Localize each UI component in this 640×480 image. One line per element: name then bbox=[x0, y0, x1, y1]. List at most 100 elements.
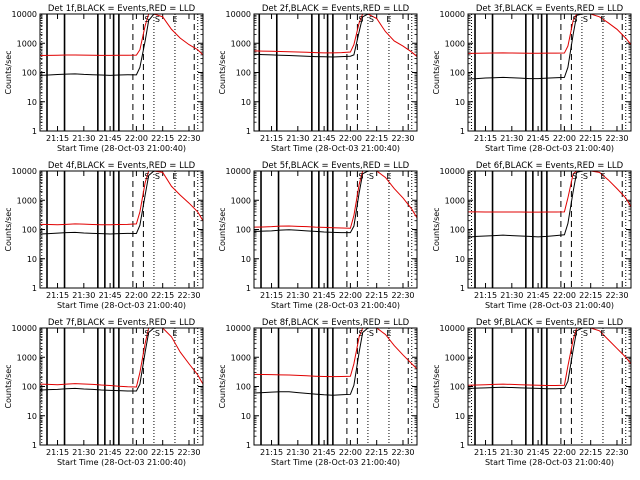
x-tick-label: 22:00 bbox=[339, 134, 362, 143]
y-tick-label: 1000 bbox=[445, 39, 465, 48]
panel-7: Det 7f,BLACK = Events,RED = LLD Start Tim… bbox=[4, 318, 204, 467]
x-tick-label: 22:15 bbox=[365, 448, 388, 457]
marker-annotation: E bbox=[386, 329, 391, 338]
y-tick-label: 100 bbox=[22, 226, 37, 235]
x-axis-label: Start Time (28-Oct-03 21:00:40) bbox=[485, 458, 614, 467]
x-tick-label: 21:15 bbox=[46, 448, 69, 457]
x-tick-label: 21:30 bbox=[500, 448, 523, 457]
x-tick-label: 22:00 bbox=[125, 134, 148, 143]
events-series-line bbox=[468, 14, 631, 80]
panel-1: Det 1f,BLACK = Events,RED = LLD Start Tim… bbox=[4, 4, 204, 153]
y-tick-label: 1000 bbox=[445, 196, 465, 205]
marker-annotation: S bbox=[572, 172, 577, 181]
panel-title: Det 5f,BLACK = Events,RED = LLD bbox=[262, 161, 410, 171]
x-tick-label: 22:15 bbox=[365, 134, 388, 143]
lld-series-line bbox=[40, 14, 203, 57]
y-tick-label: 10 bbox=[27, 255, 37, 264]
x-tick-label: 21:15 bbox=[474, 448, 497, 457]
x-tick-label: 22:15 bbox=[151, 134, 174, 143]
y-tick-label: 100 bbox=[450, 69, 465, 78]
x-axis-label: Start Time (28-Oct-03 21:00:40) bbox=[57, 301, 186, 310]
marker-annotation: S bbox=[144, 172, 149, 181]
x-tick-label: 21:45 bbox=[99, 134, 122, 143]
plot-frame bbox=[467, 170, 632, 289]
plot-frame bbox=[39, 327, 204, 446]
x-tick-label: 21:45 bbox=[527, 291, 550, 300]
marker-annotation: E bbox=[600, 329, 605, 338]
marker-annotation: S bbox=[583, 15, 588, 24]
marker-annotation: S bbox=[369, 329, 374, 338]
panel-4: Det 4f,BLACK = Events,RED = LLD Start Tim… bbox=[4, 161, 204, 310]
y-tick-label: 1000 bbox=[17, 196, 37, 205]
x-tick-label: 21:30 bbox=[500, 134, 523, 143]
plot-area bbox=[40, 328, 203, 445]
marker-annotation: E bbox=[172, 15, 177, 24]
x-tick-label: 21:30 bbox=[500, 291, 523, 300]
y-tick-label: 1 bbox=[32, 284, 37, 293]
plot-area bbox=[40, 14, 203, 131]
marker-annotation: S bbox=[572, 15, 577, 24]
lld-series-line bbox=[468, 14, 631, 54]
x-tick-label: 22:30 bbox=[605, 134, 628, 143]
y-tick-label: 10 bbox=[241, 412, 251, 421]
marker-annotation: S bbox=[572, 329, 577, 338]
x-axis-label: Start Time (28-Oct-03 21:00:40) bbox=[485, 301, 614, 310]
x-tick-label: 22:15 bbox=[151, 291, 174, 300]
marker-annotation: S bbox=[155, 15, 160, 24]
y-axis-label: Counts/sec bbox=[218, 50, 227, 94]
y-axis-label: Counts/sec bbox=[218, 364, 227, 408]
x-tick-label: 21:45 bbox=[313, 448, 336, 457]
x-tick-label: 21:30 bbox=[286, 134, 309, 143]
y-tick-label: 1000 bbox=[231, 196, 251, 205]
y-axis-label: Counts/sec bbox=[4, 207, 13, 251]
x-tick-label: 22:30 bbox=[391, 134, 414, 143]
y-tick-label: 1 bbox=[460, 441, 465, 450]
x-tick-label: 21:45 bbox=[313, 134, 336, 143]
plot-frame bbox=[253, 13, 418, 132]
marker-annotation: S bbox=[358, 329, 363, 338]
x-axis-label: Start Time (28-Oct-03 21:00:40) bbox=[57, 458, 186, 467]
x-axis-label: Start Time (28-Oct-03 21:00:40) bbox=[485, 144, 614, 153]
x-tick-label: 22:30 bbox=[391, 291, 414, 300]
y-tick-label: 1 bbox=[246, 441, 251, 450]
x-tick-label: 22:15 bbox=[579, 291, 602, 300]
y-tick-label: 100 bbox=[236, 69, 251, 78]
marker-annotation: E bbox=[172, 329, 177, 338]
panel-title: Det 8f,BLACK = Events,RED = LLD bbox=[262, 318, 410, 328]
plot-frame bbox=[253, 327, 418, 446]
y-tick-label: 10 bbox=[27, 412, 37, 421]
marker-annotation: E bbox=[600, 172, 605, 181]
marker-annotation: S bbox=[155, 329, 160, 338]
y-tick-label: 10 bbox=[455, 255, 465, 264]
lld-series-line bbox=[468, 328, 631, 387]
marker-annotation: S bbox=[155, 172, 160, 181]
marker-annotation: S bbox=[583, 329, 588, 338]
x-tick-label: 21:15 bbox=[46, 291, 69, 300]
y-tick-label: 10 bbox=[455, 98, 465, 107]
x-axis-label: Start Time (28-Oct-03 21:00:40) bbox=[271, 458, 400, 467]
events-series-line bbox=[254, 14, 417, 58]
x-tick-label: 22:15 bbox=[365, 291, 388, 300]
lld-series-line bbox=[40, 171, 203, 226]
x-tick-label: 22:30 bbox=[177, 134, 200, 143]
y-axis-label: Counts/sec bbox=[4, 50, 13, 94]
lld-series-line bbox=[40, 328, 203, 388]
panel-title: Det 4f,BLACK = Events,RED = LLD bbox=[48, 161, 196, 171]
events-series-line bbox=[254, 328, 417, 396]
panel-title: Det 7f,BLACK = Events,RED = LLD bbox=[48, 318, 196, 328]
x-tick-label: 21:30 bbox=[286, 291, 309, 300]
y-tick-label: 1000 bbox=[231, 353, 251, 362]
x-tick-label: 21:15 bbox=[260, 134, 283, 143]
panel-title: Det 9f,BLACK = Events,RED = LLD bbox=[476, 318, 624, 328]
events-series-line bbox=[40, 171, 203, 235]
x-tick-label: 21:15 bbox=[46, 134, 69, 143]
panel-title: Det 2f,BLACK = Events,RED = LLD bbox=[262, 4, 410, 14]
y-tick-label: 10000 bbox=[440, 324, 465, 333]
x-tick-label: 22:00 bbox=[553, 291, 576, 300]
x-tick-label: 22:30 bbox=[605, 448, 628, 457]
marker-annotation: S bbox=[369, 172, 374, 181]
x-tick-label: 22:15 bbox=[579, 134, 602, 143]
x-tick-label: 21:30 bbox=[72, 291, 95, 300]
y-tick-label: 10000 bbox=[12, 10, 37, 19]
x-tick-label: 21:45 bbox=[527, 134, 550, 143]
